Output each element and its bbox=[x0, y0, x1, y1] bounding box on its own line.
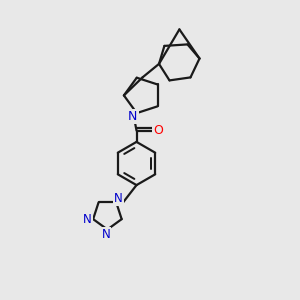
Text: N: N bbox=[101, 228, 110, 242]
Text: O: O bbox=[154, 124, 163, 137]
Text: N: N bbox=[114, 192, 123, 205]
Text: N: N bbox=[128, 110, 138, 123]
Text: N: N bbox=[83, 213, 92, 226]
